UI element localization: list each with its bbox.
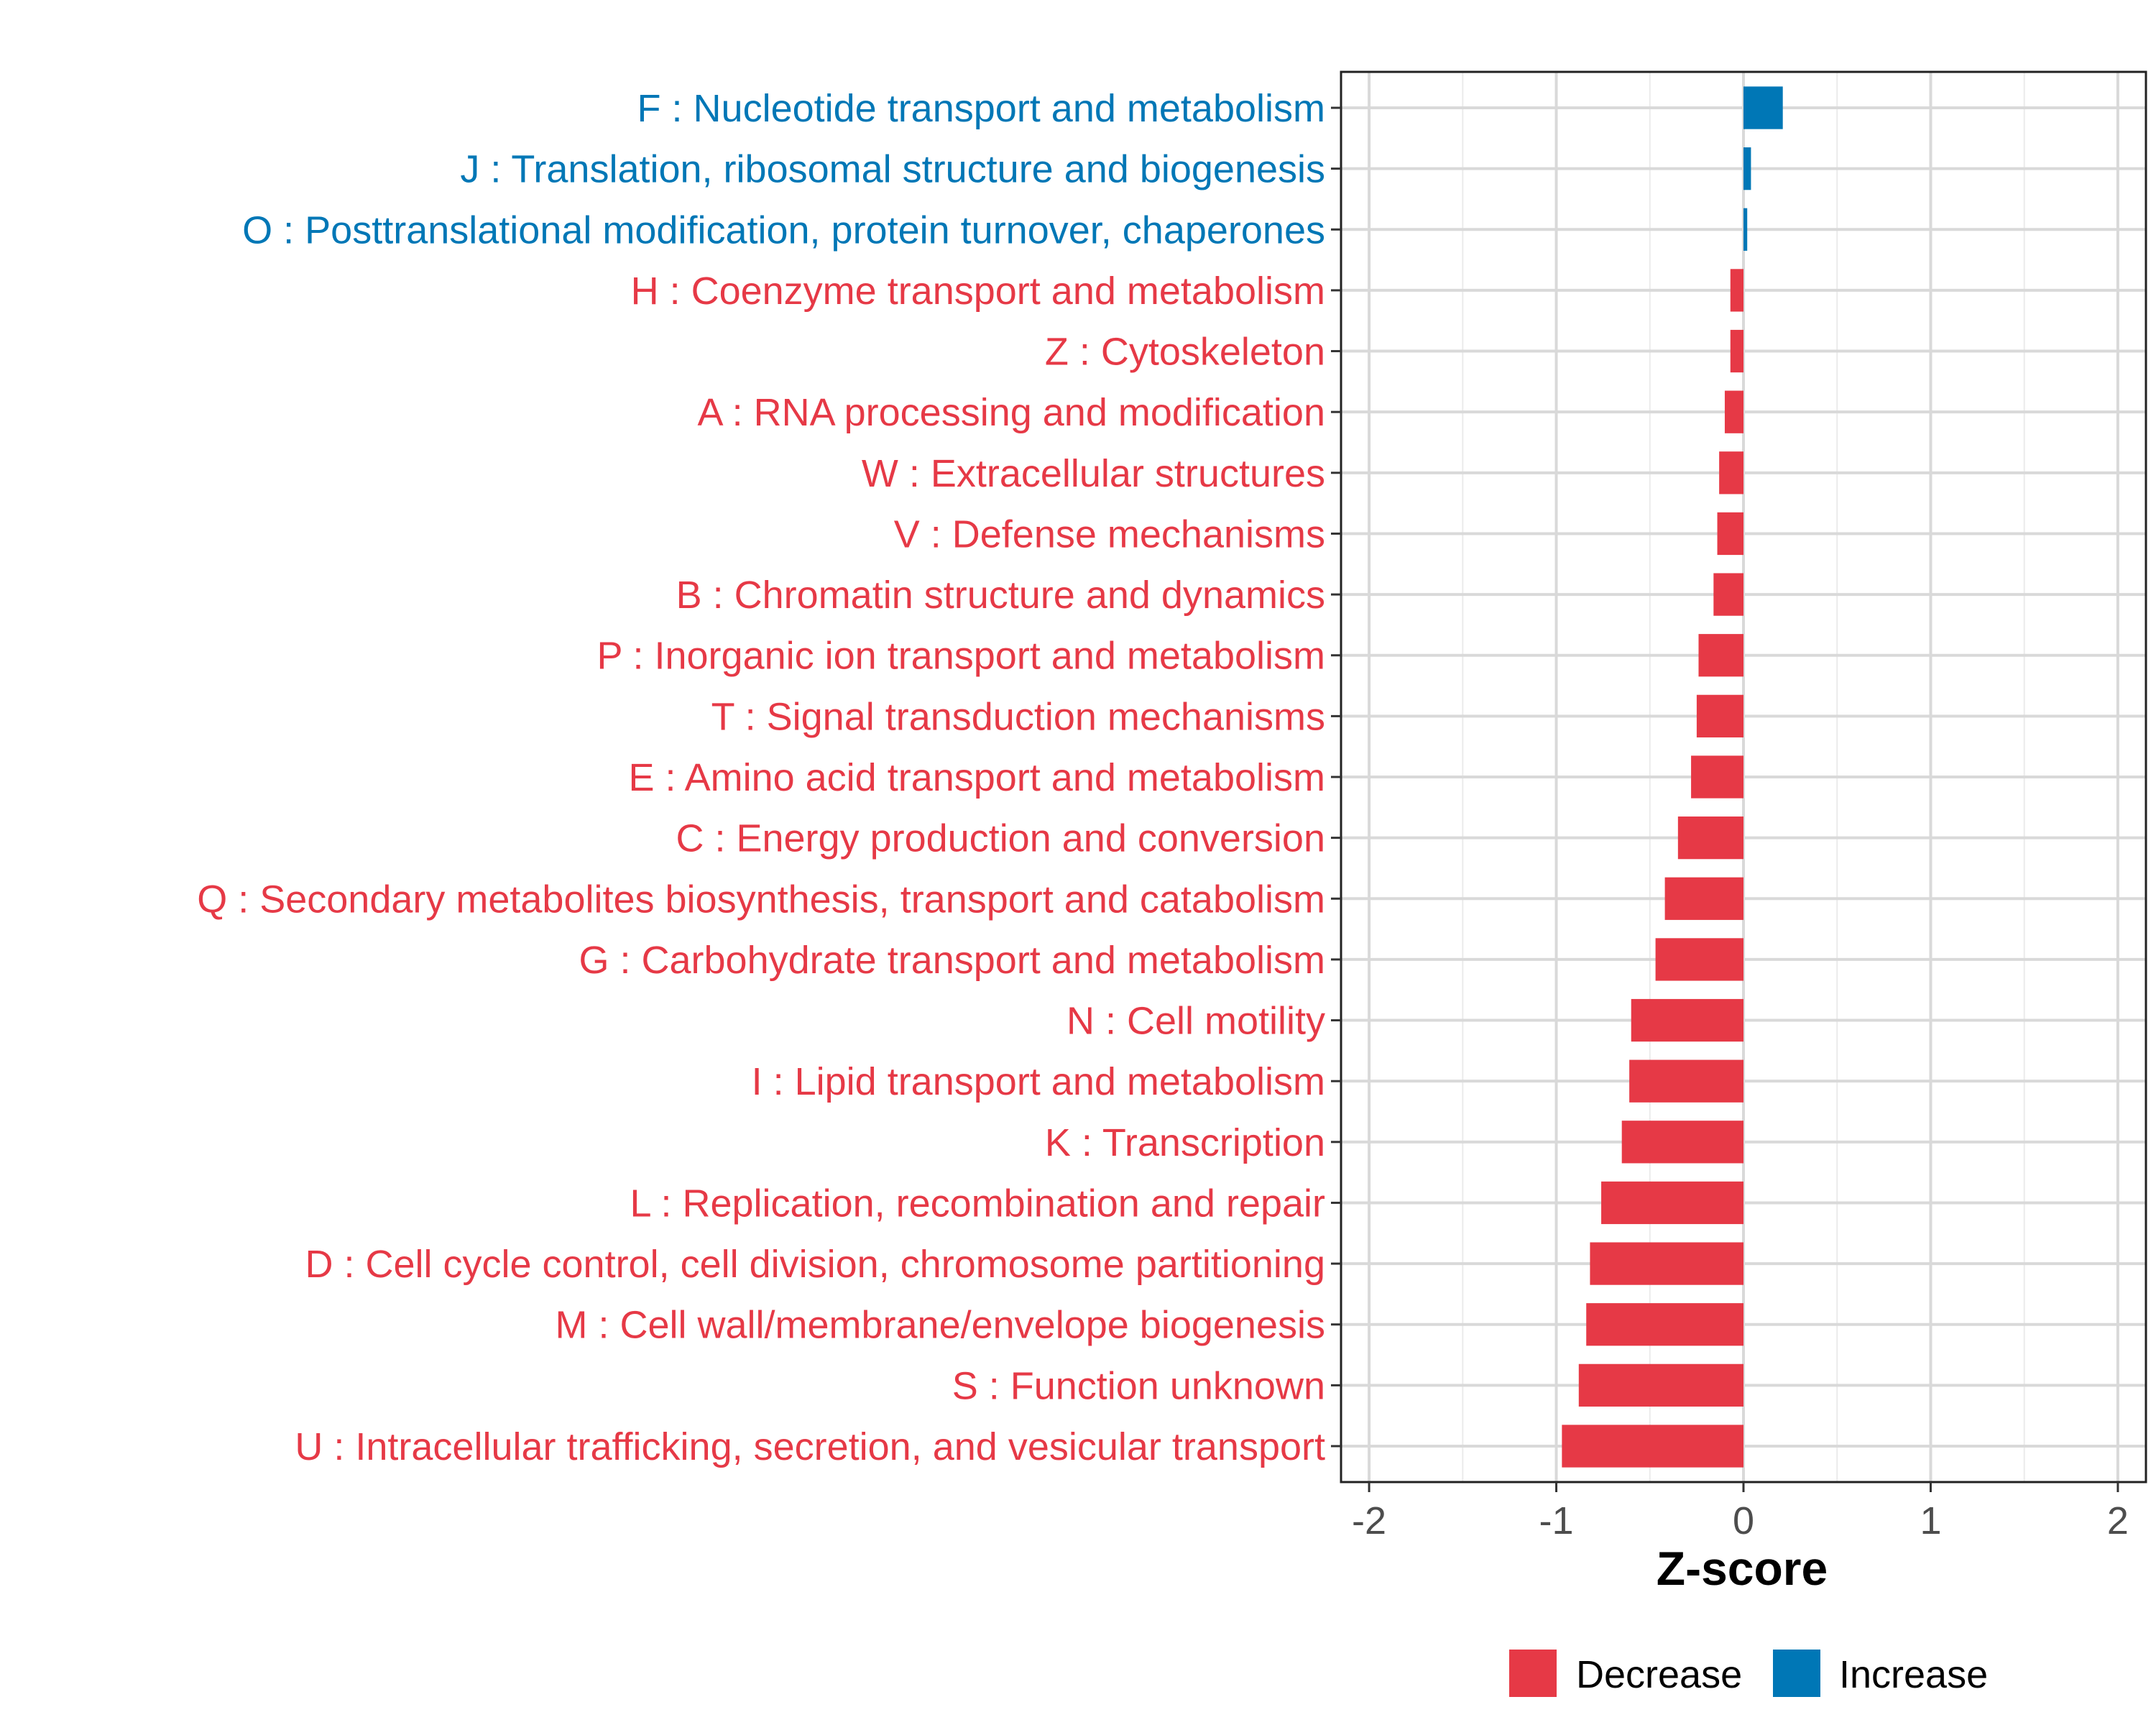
x-tick-label: 1 [1920, 1499, 1941, 1542]
bar-m [1586, 1303, 1743, 1346]
bar-f [1743, 86, 1783, 129]
bar-j [1743, 147, 1751, 190]
category-label: N : Cell motility [1067, 1000, 1325, 1043]
category-label: E : Amino acid transport and metabolism [629, 756, 1325, 799]
legend-label-increase: Increase [1839, 1653, 1988, 1696]
x-tick-label: 0 [1733, 1499, 1754, 1542]
category-label: Q : Secondary metabolites biosynthesis, … [197, 878, 1325, 921]
bar-o [1743, 208, 1748, 251]
legend-swatch-increase [1773, 1650, 1820, 1697]
category-label: S : Function unknown [952, 1364, 1325, 1407]
bar-s [1578, 1363, 1743, 1407]
bar-z [1730, 329, 1743, 373]
bar-i [1629, 1059, 1743, 1103]
bar-c [1677, 816, 1743, 860]
category-label: F : Nucleotide transport and metabolism [637, 87, 1325, 130]
category-label: I : Lipid transport and metabolism [752, 1060, 1325, 1103]
category-labels: F : Nucleotide transport and metabolism J… [197, 87, 1341, 1468]
category-label: L : Replication, recombination and repai… [630, 1182, 1325, 1225]
bar-d [1590, 1242, 1743, 1285]
x-tick-label: -1 [1539, 1499, 1574, 1542]
category-label: B : Chromatin structure and dynamics [676, 574, 1325, 617]
bar-a [1724, 390, 1743, 433]
bar-g [1655, 938, 1743, 981]
bar-w [1719, 451, 1743, 494]
x-tick-label: -2 [1352, 1499, 1386, 1542]
bar-q [1664, 877, 1743, 920]
category-label: J : Translation, ribosomal structure and… [460, 148, 1325, 191]
x-axis-ticks: -2 -1 0 1 2 [1352, 1482, 2129, 1542]
category-label: K : Transcription [1045, 1121, 1325, 1164]
category-label: D : Cell cycle control, cell division, c… [305, 1243, 1325, 1286]
bar-p [1698, 634, 1743, 677]
category-label: H : Coenzyme transport and metabolism [631, 270, 1325, 313]
category-label: G : Carbohydrate transport and metabolis… [579, 939, 1326, 982]
legend-label-decrease: Decrease [1576, 1653, 1742, 1696]
bars [1562, 86, 1783, 1468]
category-label: U : Intracellular trafficking, secretion… [295, 1425, 1325, 1468]
bar-t [1696, 694, 1743, 737]
category-label: M : Cell wall/membrane/envelope biogenes… [555, 1304, 1325, 1347]
bar-h [1730, 269, 1743, 312]
category-label: P : Inorganic ion transport and metaboli… [596, 635, 1325, 678]
bar-k [1621, 1121, 1743, 1164]
bar-b [1713, 573, 1743, 616]
category-label: T : Signal transduction mechanisms [711, 695, 1325, 738]
x-tick-label: 2 [2107, 1499, 2129, 1542]
legend-swatch-decrease [1509, 1650, 1557, 1697]
x-axis-title: Z-score [1657, 1542, 1828, 1595]
bar-u [1562, 1425, 1743, 1468]
category-label: C : Energy production and conversion [676, 817, 1325, 860]
legend: Decrease Increase [1509, 1650, 1988, 1697]
category-label: W : Extracellular structures [862, 452, 1325, 495]
category-label: Z : Cytoskeleton [1045, 331, 1325, 374]
category-label: V : Defense mechanisms [894, 512, 1325, 556]
category-label: A : RNA processing and modification [698, 391, 1325, 434]
bar-v [1717, 512, 1743, 556]
bar-l [1601, 1181, 1743, 1225]
bar-e [1691, 755, 1743, 799]
bar-n [1631, 998, 1743, 1042]
category-label: O : Posttranslational modification, prot… [242, 208, 1325, 252]
